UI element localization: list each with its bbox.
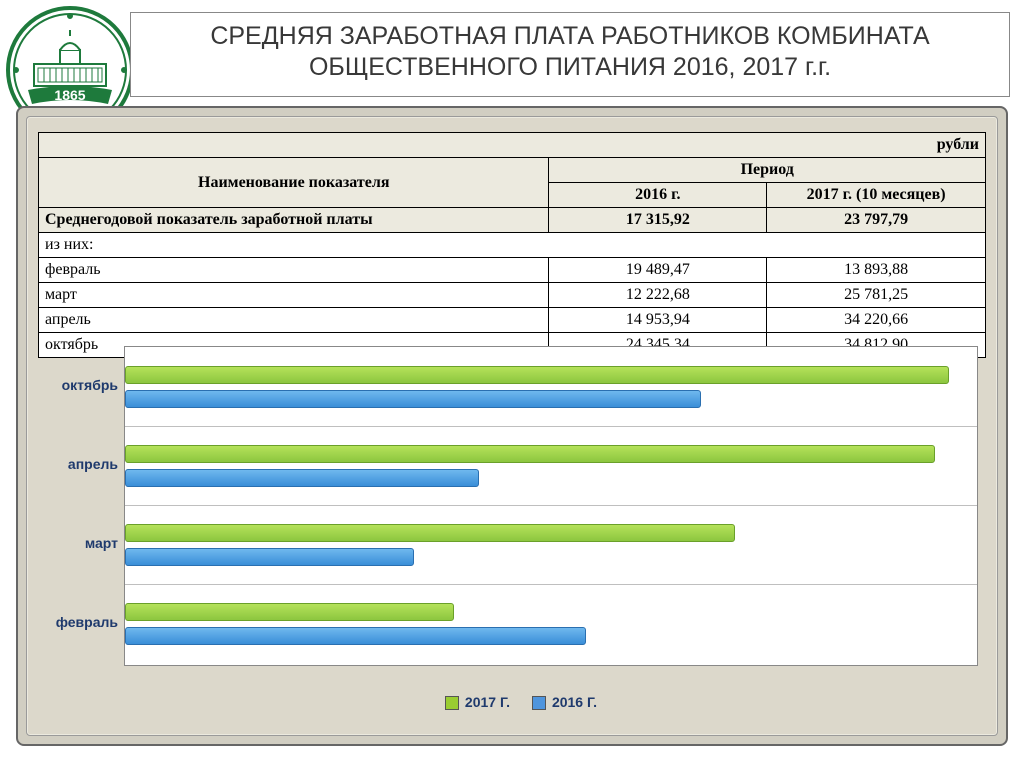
chart-plot-area <box>124 346 978 666</box>
legend-label-2016: 2016 Г. <box>552 694 597 710</box>
bar-2016 <box>125 627 586 645</box>
bar-2016 <box>125 390 701 408</box>
bar-2017 <box>125 524 735 542</box>
table-cell: 19 489,47 <box>549 258 767 283</box>
chart-category-label: февраль <box>42 614 118 630</box>
logo-year: 1865 <box>54 87 85 103</box>
chart-category-label: апрель <box>42 456 118 472</box>
bar-2017 <box>125 603 454 621</box>
title-box: СРЕДНЯЯ ЗАРАБОТНАЯ ПЛАТА РАБОТНИКОВ КОМБ… <box>130 12 1010 97</box>
bar-2017 <box>125 366 949 384</box>
bar-2016 <box>125 469 479 487</box>
avg-2016: 17 315,92 <box>549 208 767 233</box>
chart-legend: 2017 Г. 2016 Г. <box>42 694 982 710</box>
chart-category-label: октябрь <box>42 377 118 393</box>
salary-table: рубли Наименование показателя Период 201… <box>38 132 986 358</box>
salary-chart: 2017 Г. 2016 Г. октябрь апрель март февраль <box>42 340 982 710</box>
legend-swatch-2017 <box>445 696 459 710</box>
page-title: СРЕДНЯЯ ЗАРАБОТНАЯ ПЛАТА РАБОТНИКОВ КОМБ… <box>131 13 1009 92</box>
bar-2017 <box>125 445 935 463</box>
table-cell: 13 893,88 <box>767 258 986 283</box>
col-header-2017: 2017 г. (10 месяцев) <box>767 183 986 208</box>
table-cell: 34 220,66 <box>767 308 986 333</box>
legend-label-2017: 2017 Г. <box>465 694 510 710</box>
currency-label: рубли <box>39 133 986 158</box>
chart-category-label: март <box>42 535 118 551</box>
table-cell: 25 781,25 <box>767 283 986 308</box>
table-cell: 12 222,68 <box>549 283 767 308</box>
table-cell: 14 953,94 <box>549 308 767 333</box>
table-row-label: февраль <box>39 258 549 283</box>
col-header-2016: 2016 г. <box>549 183 767 208</box>
bar-2016 <box>125 548 414 566</box>
col-header-period: Период <box>549 158 986 183</box>
of-them-label: из них: <box>39 233 986 258</box>
legend-swatch-2016 <box>532 696 546 710</box>
col-header-name: Наименование показателя <box>39 158 549 208</box>
table-row-label: март <box>39 283 549 308</box>
avg-label: Среднегодовой показатель заработной плат… <box>39 208 549 233</box>
avg-2017: 23 797,79 <box>767 208 986 233</box>
table-row-label: апрель <box>39 308 549 333</box>
